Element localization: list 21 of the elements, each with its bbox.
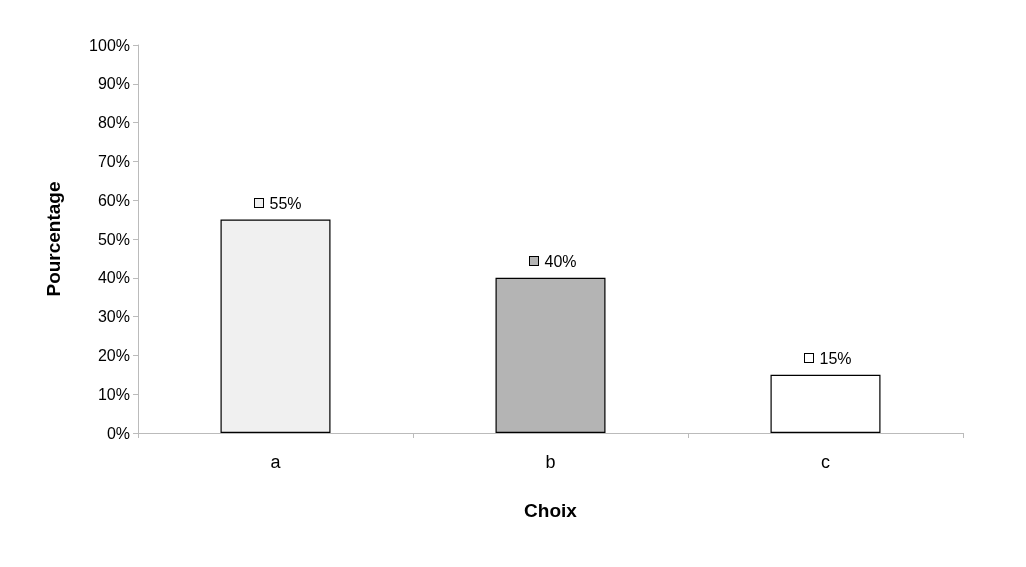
- data-label: 15%: [819, 350, 852, 368]
- data-label: 55%: [269, 195, 302, 213]
- y-tick-label: 60%: [97, 191, 130, 209]
- bar: [770, 374, 881, 433]
- y-tick-label: 90%: [97, 75, 130, 93]
- x-tick-label: b: [545, 452, 556, 472]
- y-tick-label: 40%: [97, 269, 130, 287]
- x-axis-title: Choix: [524, 500, 578, 521]
- y-tick-label: 10%: [97, 385, 130, 403]
- y-tick-label: 50%: [97, 230, 130, 248]
- bar: [220, 219, 331, 433]
- x-tick-label: c: [821, 452, 830, 472]
- y-tick-label: 20%: [97, 346, 130, 364]
- y-tick-label: 80%: [97, 114, 130, 132]
- y-tick-label: 100%: [89, 36, 130, 54]
- y-tick-label: 0%: [106, 424, 130, 442]
- y-tick-label: 30%: [97, 308, 130, 326]
- x-tick-label: a: [270, 452, 282, 472]
- y-tick-label: 70%: [97, 152, 130, 170]
- y-axis-title: Pourcentage: [43, 181, 64, 297]
- data-label: 40%: [544, 253, 577, 271]
